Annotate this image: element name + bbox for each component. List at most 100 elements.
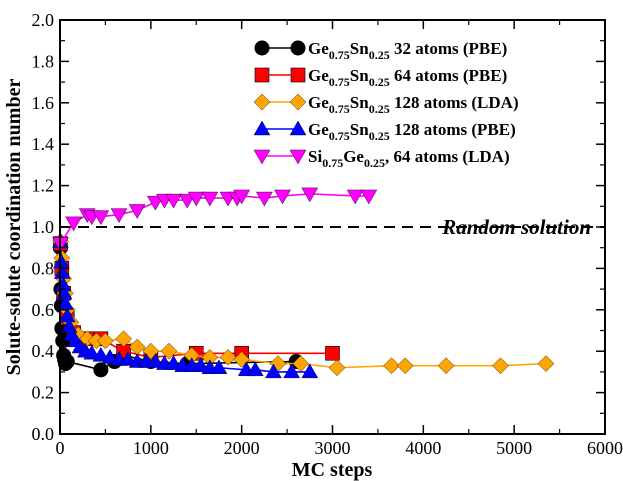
legend-text-part: Ge: [308, 66, 329, 85]
data-point: [301, 363, 319, 379]
random-solution-label: Random solution: [441, 215, 591, 239]
data-point: [256, 191, 273, 207]
data-point: [165, 355, 182, 370]
data-point: [201, 191, 219, 207]
legend-text-part: Sn: [350, 120, 369, 139]
data-point: [360, 189, 378, 205]
legend-text-part: 64 atoms (PBE): [390, 66, 508, 85]
data-point: [187, 191, 205, 207]
legend-label: Ge0.75Sn0.25 128 atoms (PBE): [308, 120, 516, 143]
legend-label: Ge0.75Sn0.25 128 atoms (LDA): [308, 93, 519, 116]
data-point: [301, 187, 319, 203]
x-tick-label: 6000: [587, 438, 623, 458]
y-tick-label: 1.0: [32, 217, 55, 237]
data-point: [283, 363, 300, 379]
legend-text-part: Si: [308, 147, 322, 166]
legend-marker: [290, 67, 306, 83]
legend-marker: [289, 149, 307, 165]
data-point: [59, 354, 75, 370]
legend-marker: [253, 120, 271, 136]
x-tick-label: 5000: [496, 438, 532, 458]
legend-text-part: 128 atoms (PBE): [390, 120, 516, 139]
data-point: [192, 357, 210, 372]
data-point: [92, 346, 110, 362]
data-point: [274, 189, 291, 205]
y-tick-label: 0.4: [32, 341, 55, 361]
data-point: [492, 357, 509, 374]
legend-marker: [253, 93, 271, 111]
x-tick-label: 1000: [133, 438, 169, 458]
legend-entry-1: Ge0.75Sn0.25 32 atoms (PBE): [254, 39, 507, 62]
data-point: [328, 359, 346, 377]
y-tick-label: 1.4: [32, 134, 55, 154]
data-point: [325, 345, 340, 361]
y-tick-label: 2.0: [32, 10, 55, 30]
data-point: [147, 353, 164, 368]
data-point: [101, 349, 119, 364]
x-tick-label: 3000: [315, 438, 351, 458]
legend-text-part: Ge: [308, 93, 329, 112]
legend-label: Ge0.75Sn0.25 32 atoms (PBE): [308, 39, 507, 62]
legend-entry-5: Si0.75Ge0.25, 64 atoms (LDA): [253, 147, 510, 170]
data-point: [437, 357, 455, 374]
data-point: [110, 208, 128, 223]
legend-text-part: 32 atoms (PBE): [390, 39, 508, 58]
data-point: [119, 351, 137, 366]
data-point: [83, 344, 101, 360]
axes-layer: 0 1000 2000 3000 4000 5000 6000 0.0 0.2 0.4 0.6 0.8…: [32, 10, 623, 458]
data-point: [128, 204, 146, 219]
data-point: [115, 330, 132, 348]
legend-subscript: 0.25: [369, 102, 390, 116]
series-line: [59, 247, 297, 371]
legend-text-part: 128 atoms (LDA): [390, 93, 519, 112]
series-5: [52, 187, 378, 252]
legend-marker: [254, 67, 270, 83]
x-axis-title: MC steps: [292, 459, 373, 481]
legend-marker: [289, 120, 307, 136]
y-tick-label: 1.8: [32, 51, 55, 71]
data-point: [265, 363, 282, 379]
series-line: [59, 193, 369, 244]
x-tick-label: 2000: [224, 438, 260, 458]
legend-subscript: 0.25: [369, 129, 390, 143]
data-point: [537, 355, 555, 372]
legend-entry-3: Ge0.75Sn0.25 128 atoms (LDA): [253, 93, 519, 116]
legend-subscript: 0.75: [329, 102, 350, 116]
legend-subscript: 0.75: [322, 156, 343, 170]
legend-subscript: 0.25: [369, 75, 390, 89]
x-tick-label: 4000: [405, 438, 441, 458]
legend-subscript: 0.75: [329, 48, 350, 62]
data-point: [65, 216, 82, 232]
y-tick-label: 1.2: [32, 176, 55, 196]
data-point: [396, 357, 414, 374]
legend-text-part: Sn: [350, 93, 369, 112]
legend-marker: [253, 149, 271, 165]
y-tick-label: 0.6: [32, 300, 55, 320]
series-4: [52, 233, 319, 379]
x-tick-label: 0: [56, 438, 65, 458]
data-point: [93, 362, 109, 378]
plot-frame: [59, 19, 606, 435]
legend-subscript: 0.75: [329, 75, 350, 89]
data-point: [383, 357, 400, 374]
y-tick-label: 0.8: [32, 258, 55, 278]
legend-subscript: 0.75: [329, 129, 350, 143]
data-point: [165, 193, 182, 209]
legend-marker: [254, 40, 270, 56]
legend-label: Si0.75Ge0.25, 64 atoms (LDA): [308, 147, 510, 170]
legend-marker: [289, 93, 307, 111]
legend-marker: [290, 40, 306, 56]
y-tick-label: 0.2: [32, 383, 55, 403]
y-axis-title: Solute-solute coordination number: [3, 79, 25, 376]
series-layer: [52, 187, 555, 379]
data-point: [160, 342, 178, 360]
data-point: [210, 359, 228, 374]
legend-text-part: Ge: [308, 39, 329, 58]
data-point: [178, 193, 196, 209]
data-point: [97, 332, 114, 350]
legend-entry-2: Ge0.75Sn0.25 64 atoms (PBE): [254, 66, 507, 89]
legend-label: Ge0.75Sn0.25 64 atoms (PBE): [308, 66, 507, 89]
legend-subscript: 0.25: [364, 156, 385, 170]
legend-text-part: Ge: [343, 147, 364, 166]
